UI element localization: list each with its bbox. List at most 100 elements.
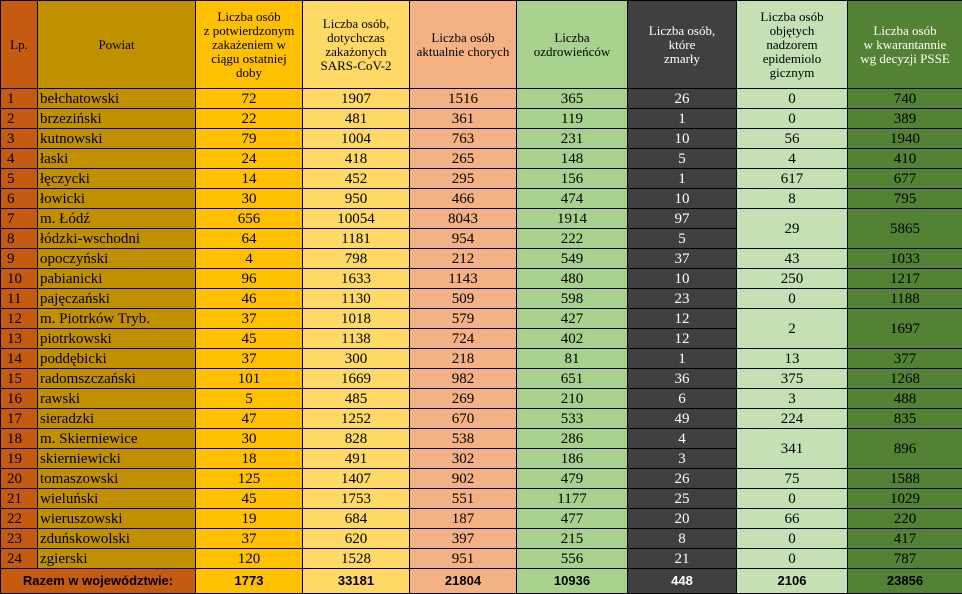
supervision-cell: 0 (737, 109, 848, 129)
currently-sick-cell: 397 (410, 529, 517, 549)
quarantine-cell: 1268 (848, 369, 962, 389)
recovered-cell: 1177 (517, 489, 628, 509)
infected-day-cell: 64 (196, 229, 303, 249)
currently-sick-cell: 218 (410, 349, 517, 369)
deceased-cell: 25 (628, 489, 737, 509)
lp-cell: 23 (1, 529, 38, 549)
recovered-cell: 210 (517, 389, 628, 409)
infected-day-cell: 37 (196, 309, 303, 329)
total-supervision: 2106 (737, 569, 848, 594)
powiat-name: pabianicki (38, 269, 196, 289)
quarantine-cell: 5865 (848, 209, 962, 249)
quarantine-cell: 488 (848, 389, 962, 409)
powiat-name: radomszczański (38, 369, 196, 389)
infected-day-cell: 45 (196, 489, 303, 509)
header-infected-day: Liczba osób z potwierdzonym zakażeniem w… (196, 1, 303, 89)
powiat-name: opoczyński (38, 249, 196, 269)
supervision-cell: 8 (737, 189, 848, 209)
lp-cell: 14 (1, 349, 38, 369)
infected-day-cell: 96 (196, 269, 303, 289)
header-line: z potwierdzonym (196, 24, 302, 38)
currently-sick-cell: 361 (410, 109, 517, 129)
total-infected-cell: 452 (303, 169, 410, 189)
recovered-cell: 1914 (517, 209, 628, 229)
lp-cell: 24 (1, 549, 38, 569)
header-line: wg decyzji PSSE (848, 52, 962, 66)
header-quarantine: Liczba osób w kwarantannie wg decyzji PS… (848, 1, 962, 89)
recovered-cell: 231 (517, 129, 628, 149)
powiat-name: łęczycki (38, 169, 196, 189)
powiat-name: bełchatowski (38, 89, 196, 109)
lp-cell: 22 (1, 509, 38, 529)
infected-day-cell: 120 (196, 549, 303, 569)
recovered-cell: 556 (517, 549, 628, 569)
lp-cell: 9 (1, 249, 38, 269)
total-infected-cell: 1753 (303, 489, 410, 509)
recovered-cell: 186 (517, 449, 628, 469)
powiat-name: łódzki-wschodni (38, 229, 196, 249)
recovered-cell: 222 (517, 229, 628, 249)
deceased-cell: 10 (628, 269, 737, 289)
quarantine-cell: 835 (848, 409, 962, 429)
lp-cell: 17 (1, 409, 38, 429)
deceased-cell: 5 (628, 229, 737, 249)
recovered-cell: 474 (517, 189, 628, 209)
header-total-infected: Liczba osób, dotychczas zakażonych SARS-… (303, 1, 410, 89)
powiat-name: łaski (38, 149, 196, 169)
recovered-cell: 651 (517, 369, 628, 389)
deceased-cell: 21 (628, 549, 737, 569)
header-row: Lp. Powiat Liczba osób z potwierdzonym z… (1, 1, 962, 89)
powiat-name: zgierski (38, 549, 196, 569)
lp-cell: 12 (1, 309, 38, 329)
powiat-name: łowicki (38, 189, 196, 209)
deceased-cell: 1 (628, 349, 737, 369)
deceased-cell: 8 (628, 529, 737, 549)
powiat-name: poddębicki (38, 349, 196, 369)
infected-day-cell: 24 (196, 149, 303, 169)
powiat-name: skierniewicki (38, 449, 196, 469)
lp-cell: 4 (1, 149, 38, 169)
infected-day-cell: 4 (196, 249, 303, 269)
quarantine-cell: 740 (848, 89, 962, 109)
total-infected-cell: 491 (303, 449, 410, 469)
header-line: Liczba osób, (303, 17, 409, 31)
supervision-cell: 375 (737, 369, 848, 389)
infected-day-cell: 101 (196, 369, 303, 389)
header-line: Liczba osób (410, 31, 516, 45)
total-infected-cell: 1907 (303, 89, 410, 109)
deceased-cell: 12 (628, 329, 737, 349)
recovered-cell: 156 (517, 169, 628, 189)
total-infected-cell: 1181 (303, 229, 410, 249)
currently-sick-cell: 8043 (410, 209, 517, 229)
currently-sick-cell: 187 (410, 509, 517, 529)
recovered-cell: 480 (517, 269, 628, 289)
lp-cell: 18 (1, 429, 38, 449)
header-line: SARS-CoV-2 (303, 59, 409, 73)
quarantine-cell: 389 (848, 109, 962, 129)
powiat-name: zduńskowolski (38, 529, 196, 549)
deceased-cell: 26 (628, 89, 737, 109)
lp-cell: 16 (1, 389, 38, 409)
deceased-cell: 5 (628, 149, 737, 169)
header-line: objętych (737, 24, 847, 38)
header-line: gicznym (737, 66, 847, 80)
deceased-cell: 26 (628, 469, 737, 489)
infected-day-cell: 37 (196, 349, 303, 369)
powiat-name: kutnowski (38, 129, 196, 149)
recovered-cell: 81 (517, 349, 628, 369)
total-infected-cell: 1130 (303, 289, 410, 309)
infected-day-cell: 30 (196, 429, 303, 449)
quarantine-cell: 1033 (848, 249, 962, 269)
total-infected-cell: 300 (303, 349, 410, 369)
lp-cell: 19 (1, 449, 38, 469)
